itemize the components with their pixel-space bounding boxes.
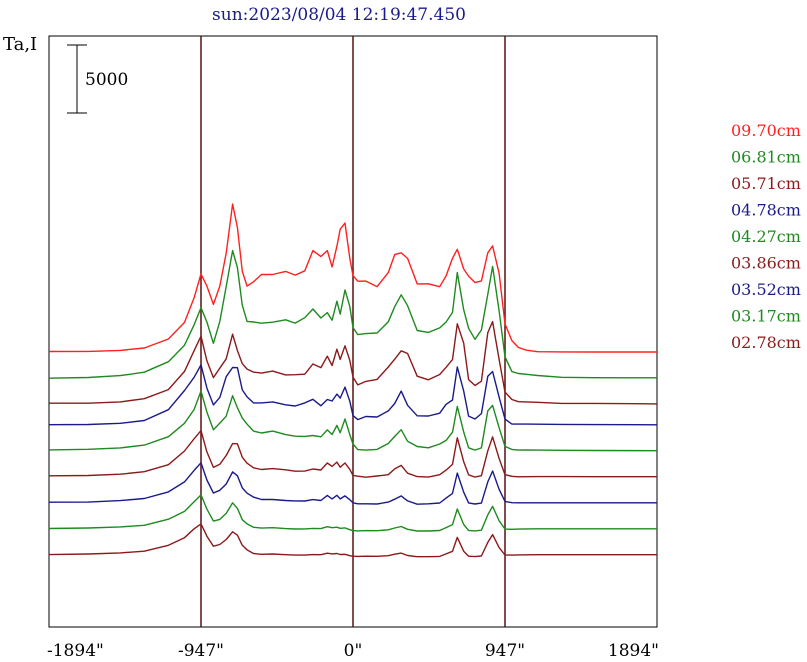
series-line-02.78cm xyxy=(48,523,657,558)
x-tick-label: 1894" xyxy=(608,641,659,661)
series-line-03.86cm xyxy=(48,429,657,478)
x-tick-label: -1894" xyxy=(47,641,104,661)
legend-entry: 03.17cm xyxy=(731,307,801,326)
legend-entry: 04.27cm xyxy=(731,227,801,246)
scale-bar: 5000 xyxy=(67,44,128,114)
series-line-06.81cm xyxy=(48,249,658,379)
y-axis-label: Ta,I xyxy=(3,34,37,55)
x-tick-label: 0" xyxy=(344,641,363,661)
legend-entry: 05.71cm xyxy=(731,174,801,193)
chart-title: sun:2023/08/04 12:19:47.450 xyxy=(212,5,466,25)
series-line-04.78cm xyxy=(48,364,658,426)
legend-entry: 03.52cm xyxy=(731,280,801,299)
legend-entry: 02.78cm xyxy=(731,333,801,352)
legend-entry: 04.78cm xyxy=(731,201,801,220)
series-line-09.70cm xyxy=(48,203,657,353)
legend-entry: 03.86cm xyxy=(731,254,801,273)
series-line-03.17cm xyxy=(48,494,657,532)
x-tick-label: 947" xyxy=(485,641,525,661)
legend-entry: 06.81cm xyxy=(731,148,801,167)
legend-entry: 09.70cm xyxy=(731,121,801,140)
series-line-05.71cm xyxy=(49,320,658,405)
x-tick-label: -947" xyxy=(178,641,224,661)
x-tick-labels: -1894" -947" 0" 947" 1894" xyxy=(47,641,659,661)
series-layer xyxy=(48,203,658,558)
legend: 09.70cm 06.81cm 05.71cm 04.78cm 04.27cm 03.86… xyxy=(731,121,801,352)
scale-bar-label: 5000 xyxy=(85,70,128,90)
series-line-04.27cm xyxy=(48,390,658,452)
series-line-03.52cm xyxy=(48,462,657,505)
